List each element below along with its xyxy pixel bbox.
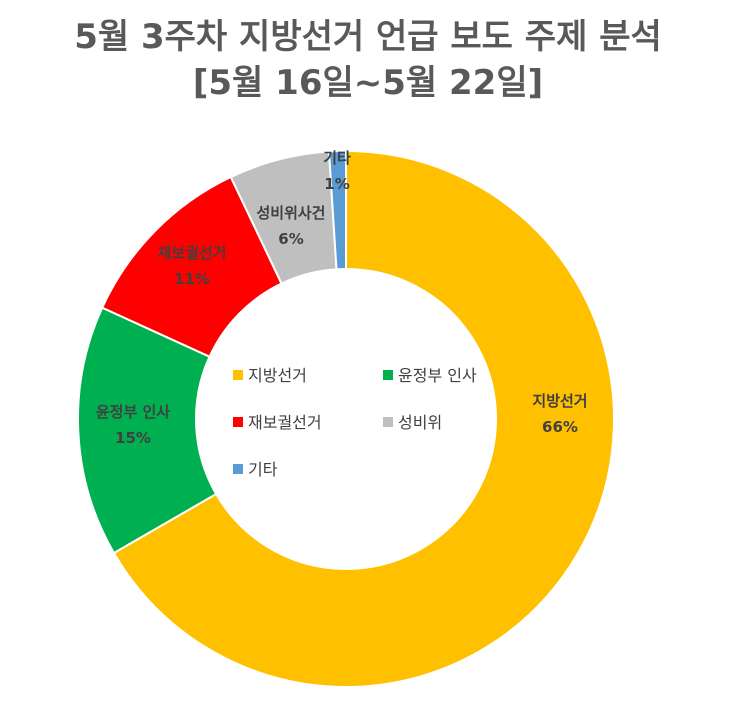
label-yunjeongbu-insa-value: 15% [115, 429, 151, 447]
legend-label-jaebogwolseongeo: 재보궐선거 [248, 413, 322, 432]
legend-label-yunjeongbu-insa: 윤정부 인사 [398, 366, 477, 385]
legend-swatch-jibangseongeo [233, 370, 243, 380]
slice-jibangseongeo [112, 149, 615, 688]
legend-swatch-seongbiwi-sageon [383, 417, 393, 427]
legend-swatch-gita [233, 464, 243, 474]
slice-gita [327, 149, 347, 271]
slice-yunjeongbu-insa [77, 306, 218, 555]
label-jibangseongeo-value: 66% [542, 418, 578, 436]
legend-swatch-jaebogwolseongeo [233, 417, 243, 427]
label-yunjeongbu-insa-name: 윤정부 인사 [96, 403, 170, 421]
chart-title-line-1: 5월 3주차 지방선거 언급 보도 주제 분석 [74, 17, 662, 57]
donut-slices [77, 149, 615, 688]
legend-label-gita: 기타 [248, 460, 278, 479]
label-seongbiwi-sageon-value: 6% [278, 230, 303, 248]
legend-swatch-yunjeongbu-insa [383, 370, 393, 380]
label-gita-name: 기타 [323, 149, 351, 167]
label-seongbiwi-sageon-name: 성비위사건 [256, 204, 325, 222]
label-jaebogwolseongeo-name: 재보궐선거 [157, 244, 226, 262]
label-gita-value: 1% [324, 175, 349, 193]
chart-title: 5월 3주차 지방선거 언급 보도 주제 분석 [5월 16일~5월 22일] [0, 14, 736, 106]
label-jaebogwolseongeo-value: 11% [174, 270, 210, 288]
chart-title-line-2: [5월 16일~5월 22일] [192, 63, 544, 103]
slice-labels: 지방선거 66% 윤정부 인사 15% 재보궐선거 11% 성비위사건 6% 기타 1% [96, 149, 588, 447]
legend-label-seongbiwi-sageon: 성비위 [398, 413, 442, 432]
label-jibangseongeo-name: 지방선거 [532, 392, 587, 410]
legend-label-jibangseongeo: 지방선거 [248, 366, 307, 385]
